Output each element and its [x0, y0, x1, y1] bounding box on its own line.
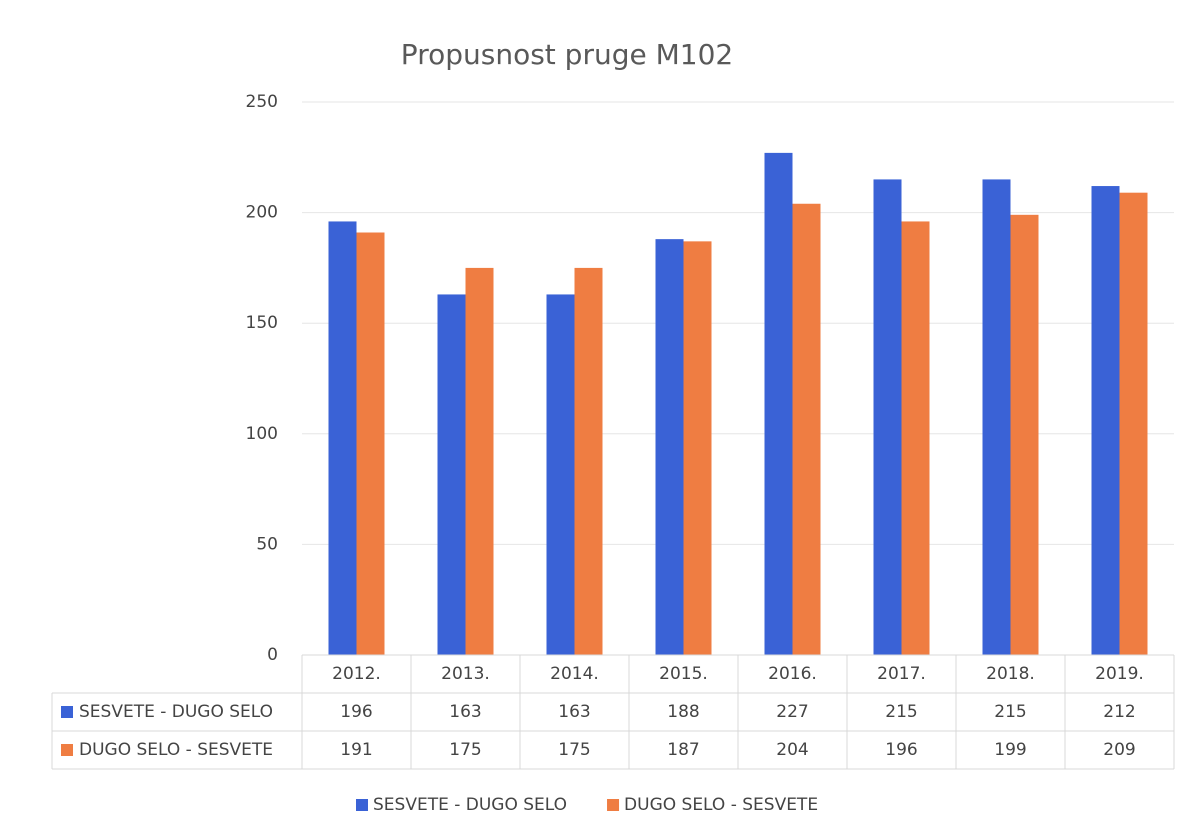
table-value: 196 — [340, 702, 372, 722]
x-tick-label: 2014. — [550, 664, 599, 684]
legend-key — [356, 799, 368, 811]
table-value: 227 — [776, 702, 808, 722]
table-value: 212 — [1103, 702, 1135, 722]
x-tick-label: 2018. — [986, 664, 1035, 684]
bar — [655, 239, 684, 656]
table-value: 175 — [449, 740, 481, 760]
x-tick-label: 2013. — [441, 664, 490, 684]
bar — [764, 152, 793, 655]
table-legend-key — [61, 744, 73, 756]
table-value: 209 — [1103, 740, 1135, 760]
bar — [1119, 192, 1148, 655]
y-tick-label: 250 — [246, 92, 278, 112]
legend-label: DUGO SELO - SESVETE — [624, 795, 818, 815]
chart-title: Propusnost pruge M102 — [401, 38, 733, 71]
x-tick-label: 2019. — [1095, 664, 1144, 684]
table-value: 196 — [885, 740, 917, 760]
y-tick-label: 50 — [256, 534, 278, 554]
bar — [1010, 214, 1039, 655]
x-tick-label: 2015. — [659, 664, 708, 684]
bar — [683, 241, 712, 655]
table-value: 163 — [558, 702, 590, 722]
x-tick-label: 2016. — [768, 664, 817, 684]
y-tick-label: 0 — [267, 645, 278, 665]
y-tick-label: 200 — [246, 203, 278, 223]
bar — [792, 203, 821, 655]
table-value: 188 — [667, 702, 699, 722]
bar — [546, 294, 575, 655]
bar — [1091, 186, 1120, 655]
bar — [901, 221, 930, 655]
bar — [873, 179, 902, 656]
bar — [574, 267, 603, 655]
table-series-label: SESVETE - DUGO SELO — [79, 702, 273, 722]
table-value: 199 — [994, 740, 1026, 760]
bar — [356, 232, 385, 655]
table-value: 163 — [449, 702, 481, 722]
bar — [437, 294, 466, 655]
table-value: 187 — [667, 740, 699, 760]
table-series-label: DUGO SELO - SESVETE — [79, 740, 273, 760]
bar — [465, 267, 494, 655]
table-value: 175 — [558, 740, 590, 760]
x-tick-label: 2012. — [332, 664, 381, 684]
table-value: 215 — [994, 702, 1026, 722]
legend-label: SESVETE - DUGO SELO — [373, 795, 567, 815]
y-tick-label: 150 — [246, 313, 278, 333]
table-legend-key — [61, 706, 73, 718]
bar — [328, 221, 357, 655]
legend-key — [607, 799, 620, 811]
x-tick-label: 2017. — [877, 664, 926, 684]
y-tick-label: 100 — [246, 424, 278, 444]
table-value: 215 — [885, 702, 917, 722]
bar — [982, 179, 1011, 656]
table-value: 204 — [776, 740, 808, 760]
table-value: 191 — [340, 740, 372, 760]
